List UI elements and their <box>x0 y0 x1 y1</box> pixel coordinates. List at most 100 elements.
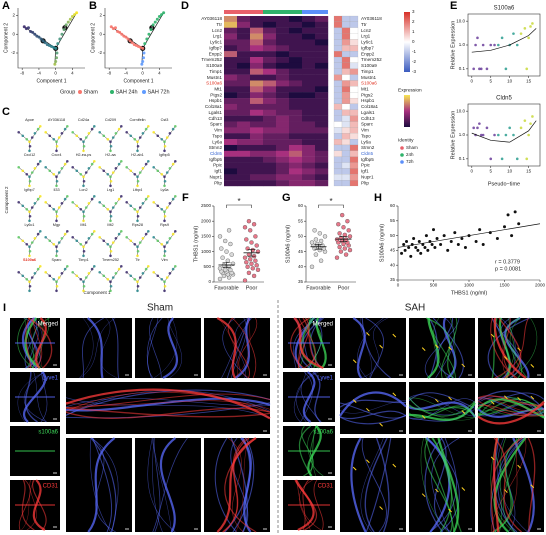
mini-point <box>66 160 69 163</box>
mini-point <box>87 202 91 205</box>
vessel <box>238 317 258 379</box>
cell-point <box>151 23 155 27</box>
mini-point <box>71 235 74 239</box>
vessel <box>493 437 500 533</box>
mini-point <box>66 125 69 128</box>
zscore-cell <box>341 139 351 146</box>
heat-cell <box>250 39 264 46</box>
mini-point <box>17 235 21 239</box>
mini-point <box>163 175 166 178</box>
vessel <box>87 317 104 379</box>
data-point <box>463 245 467 249</box>
y-tick-label: 0 <box>99 31 102 36</box>
vessel <box>365 317 385 379</box>
cell-point <box>485 67 489 71</box>
heat-cell <box>276 86 290 93</box>
plot-frame <box>467 13 541 77</box>
mini-point <box>109 210 112 213</box>
trajectory-line <box>111 12 164 65</box>
mini-point <box>152 130 155 134</box>
gene-label: Lcn2 <box>361 28 371 33</box>
heat-cell <box>250 45 264 52</box>
heat-cell <box>276 139 290 146</box>
mini-point <box>71 200 74 204</box>
cell-point <box>529 25 532 28</box>
y-tick-label: 60 <box>298 203 304 208</box>
data-point <box>246 270 252 276</box>
vessel <box>435 317 455 379</box>
heat-cell <box>263 16 277 23</box>
heat-cell <box>237 98 251 105</box>
heat-cell <box>289 45 303 52</box>
heat-cell <box>289 127 303 134</box>
mini-point <box>152 235 155 239</box>
axis <box>104 8 172 69</box>
cell-point <box>531 22 534 25</box>
error-bar <box>222 261 231 269</box>
gene-name: Rps9 <box>160 223 169 227</box>
heat-cell <box>302 98 316 105</box>
vessel <box>65 407 271 419</box>
mini-trajectory <box>99 196 122 222</box>
heat-cell <box>263 39 277 46</box>
heat-cell <box>289 180 303 187</box>
heat-cell <box>237 21 251 28</box>
mini-point <box>147 125 150 128</box>
vessel <box>149 317 162 379</box>
mini-trajectory <box>153 161 176 187</box>
mini-point <box>136 214 140 218</box>
gene-label: S100a9 <box>206 63 222 68</box>
arrow <box>352 359 357 364</box>
zscore-cell <box>341 150 351 157</box>
heat-cell <box>315 162 329 169</box>
y-tick-label: 1000 <box>201 249 212 254</box>
mini-point <box>48 239 52 243</box>
mini-point <box>93 195 96 198</box>
y-tick-label: -2 <box>11 50 15 55</box>
gene-label: AY036118 <box>361 16 382 21</box>
zscore-cell <box>341 45 351 52</box>
zscore-cell <box>341 144 351 151</box>
mini-point <box>82 175 85 178</box>
mini-point <box>25 137 29 141</box>
legend-label: SAH 72h <box>148 89 170 95</box>
mini-trajectory <box>45 266 68 292</box>
y-tick-label: 2 <box>99 13 102 18</box>
mini-point <box>102 169 106 173</box>
mini-point <box>17 165 21 169</box>
mini-point <box>28 284 32 288</box>
heat-cell <box>224 180 238 187</box>
x-tick-label: 4 <box>158 71 161 76</box>
gene-label: Hspb1 <box>361 98 375 103</box>
data-point <box>405 240 409 244</box>
mini-point <box>114 167 118 170</box>
heat-cell <box>289 174 303 181</box>
mini-point <box>75 134 79 138</box>
cell-point <box>73 13 77 17</box>
vessel <box>498 317 522 379</box>
vessel <box>490 317 516 379</box>
mini-point <box>163 289 166 293</box>
heat-cell <box>263 57 277 64</box>
heat-cell <box>263 27 277 34</box>
gene-name: Il33 <box>53 188 59 192</box>
mini-point <box>57 206 61 209</box>
zscore-cell <box>341 62 351 69</box>
heat-cell <box>237 180 251 187</box>
heat-cell <box>237 150 251 157</box>
heat-cell <box>302 109 316 116</box>
heat-cell <box>302 21 316 28</box>
cell-point <box>39 37 43 41</box>
mini-point <box>63 127 67 131</box>
y-axis-label: S100A6 (ng/ml) <box>285 225 291 263</box>
data-point <box>423 245 427 249</box>
mini-point <box>82 144 86 148</box>
heat-cell <box>250 80 264 87</box>
mini-point <box>33 272 37 275</box>
y-tick-label: 55 <box>298 218 304 223</box>
data-point <box>424 234 428 238</box>
heat-cell <box>250 174 264 181</box>
heat-cell <box>263 68 277 75</box>
mini-point <box>114 132 118 135</box>
heat-cell <box>289 62 303 69</box>
